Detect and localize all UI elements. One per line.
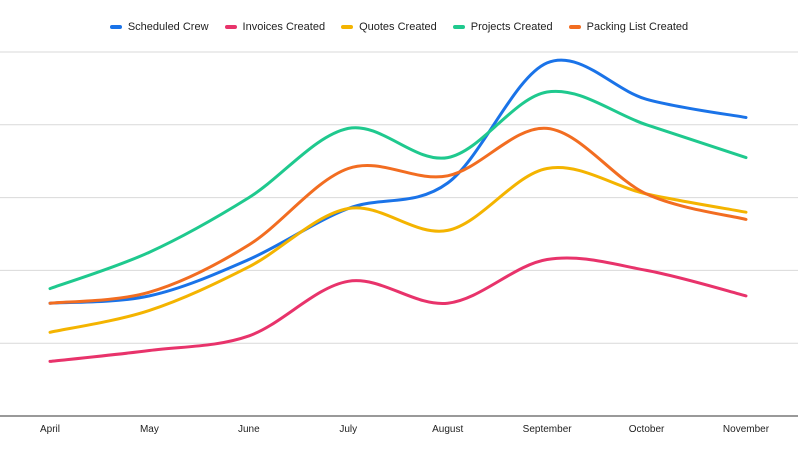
series-line-quotes-created <box>48 166 748 334</box>
legend-label: Quotes Created <box>359 21 437 33</box>
legend-item-scheduled-crew: Scheduled Crew <box>109 21 209 33</box>
legend-item-packing-list-created: Packing List Created <box>568 21 689 33</box>
series-line-scheduled-crew <box>48 58 748 305</box>
legend-swatch <box>452 25 465 29</box>
legend-item-projects-created: Projects Created <box>452 21 553 33</box>
legend-label: Scheduled Crew <box>127 21 209 33</box>
x-axis-ticks: April May June July August September October No… <box>40 424 770 435</box>
legend-swatch <box>568 25 581 29</box>
x-tick-label: October <box>629 424 665 435</box>
legend-label: Invoices Created <box>242 21 326 33</box>
x-tick-label: September <box>523 424 573 435</box>
legend-swatch <box>341 25 354 29</box>
legend-label: Packing List Created <box>586 21 689 33</box>
legend-item-quotes-created: Quotes Created <box>341 21 437 33</box>
x-tick-label: May <box>140 424 159 435</box>
legend-swatch <box>224 25 237 29</box>
x-tick-label: August <box>432 424 463 435</box>
series-line-packing-list-created <box>48 126 748 305</box>
legend-swatch <box>109 25 122 29</box>
series-lines <box>48 58 748 363</box>
series-line-projects-created <box>48 89 748 291</box>
x-tick-label: April <box>40 424 60 435</box>
x-tick-label: November <box>723 424 770 435</box>
series-line-invoices-created <box>48 256 748 363</box>
legend-item-invoices-created: Invoices Created <box>224 21 326 33</box>
x-tick-label: June <box>238 424 260 435</box>
x-tick-label: July <box>339 424 357 435</box>
chart-legend: Scheduled Crew Invoices Created Quotes Cre… <box>0 19 798 35</box>
legend-label: Projects Created <box>470 21 553 33</box>
